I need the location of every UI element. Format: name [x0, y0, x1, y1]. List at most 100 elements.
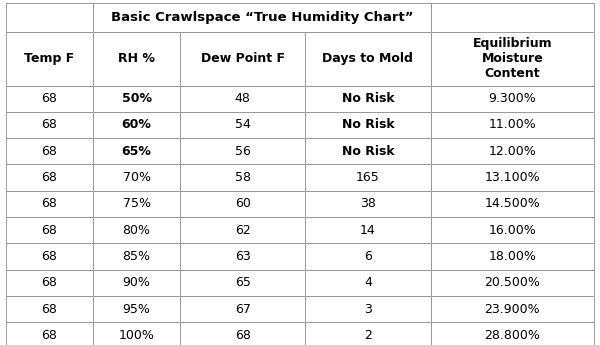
Text: 9.300%: 9.300% — [488, 92, 536, 105]
Text: 70%: 70% — [122, 171, 151, 184]
Bar — [431, 138, 594, 165]
Text: 80%: 80% — [122, 224, 151, 237]
Text: 165: 165 — [356, 171, 380, 184]
Text: 100%: 100% — [119, 329, 154, 342]
Text: 28.800%: 28.800% — [484, 329, 540, 342]
Text: 95%: 95% — [122, 303, 151, 316]
Bar — [431, 86, 594, 112]
Bar — [180, 165, 305, 191]
Bar — [180, 217, 305, 243]
Text: Days to Mold: Days to Mold — [322, 52, 413, 65]
Bar — [93, 217, 180, 243]
Text: 54: 54 — [235, 118, 251, 131]
Text: 23.900%: 23.900% — [484, 303, 540, 316]
Text: 68: 68 — [41, 250, 58, 263]
Bar — [180, 191, 305, 217]
Text: 14.500%: 14.500% — [484, 197, 540, 210]
Text: Dew Point F: Dew Point F — [200, 52, 284, 65]
Bar — [305, 32, 431, 86]
Bar — [93, 3, 431, 32]
Text: 48: 48 — [235, 92, 251, 105]
Bar — [180, 296, 305, 322]
Bar — [305, 112, 431, 138]
Bar — [180, 32, 305, 86]
Bar — [431, 112, 594, 138]
Bar — [93, 138, 180, 165]
Bar — [6, 322, 93, 345]
Text: No Risk: No Risk — [341, 118, 394, 131]
Text: 56: 56 — [235, 145, 251, 158]
Text: 50%: 50% — [122, 92, 152, 105]
Bar — [305, 165, 431, 191]
Bar — [93, 112, 180, 138]
Text: RH %: RH % — [118, 52, 155, 65]
Text: 65%: 65% — [122, 145, 151, 158]
Bar — [431, 3, 594, 32]
Bar — [6, 217, 93, 243]
Bar — [180, 138, 305, 165]
Text: 68: 68 — [41, 171, 58, 184]
Text: 68: 68 — [41, 329, 58, 342]
Text: 75%: 75% — [122, 197, 151, 210]
Bar — [6, 112, 93, 138]
Bar — [305, 322, 431, 345]
Bar — [431, 269, 594, 296]
Bar — [305, 191, 431, 217]
Bar — [6, 269, 93, 296]
Bar — [93, 32, 180, 86]
Bar — [305, 269, 431, 296]
Bar — [6, 3, 93, 32]
Text: 18.00%: 18.00% — [488, 250, 536, 263]
Bar — [6, 296, 93, 322]
Text: 14: 14 — [360, 224, 376, 237]
Bar — [431, 296, 594, 322]
Bar — [93, 191, 180, 217]
Text: 65: 65 — [235, 276, 251, 289]
Text: 68: 68 — [41, 145, 58, 158]
Text: Temp F: Temp F — [25, 52, 74, 65]
Bar — [305, 86, 431, 112]
Text: 90%: 90% — [122, 276, 151, 289]
Bar — [6, 165, 93, 191]
Bar — [93, 86, 180, 112]
Bar — [180, 112, 305, 138]
Bar — [180, 322, 305, 345]
Bar — [305, 296, 431, 322]
Bar — [305, 138, 431, 165]
Text: 60%: 60% — [122, 118, 151, 131]
Text: 12.00%: 12.00% — [488, 145, 536, 158]
Bar — [6, 191, 93, 217]
Bar — [431, 32, 594, 86]
Bar — [180, 243, 305, 269]
Bar — [180, 269, 305, 296]
Text: 85%: 85% — [122, 250, 151, 263]
Text: 60: 60 — [235, 197, 251, 210]
Text: 16.00%: 16.00% — [488, 224, 536, 237]
Text: 68: 68 — [41, 276, 58, 289]
Bar — [431, 243, 594, 269]
Text: 62: 62 — [235, 224, 251, 237]
Text: 6: 6 — [364, 250, 372, 263]
Text: No Risk: No Risk — [341, 92, 394, 105]
Text: 68: 68 — [41, 224, 58, 237]
Bar — [6, 243, 93, 269]
Text: Basic Crawlspace “True Humidity Chart”: Basic Crawlspace “True Humidity Chart” — [110, 11, 413, 24]
Text: 68: 68 — [41, 92, 58, 105]
Bar — [93, 322, 180, 345]
Text: 68: 68 — [235, 329, 251, 342]
Text: 13.100%: 13.100% — [484, 171, 540, 184]
Text: 20.500%: 20.500% — [484, 276, 540, 289]
Text: 63: 63 — [235, 250, 251, 263]
Bar — [93, 296, 180, 322]
Text: 11.00%: 11.00% — [488, 118, 536, 131]
Text: 68: 68 — [41, 303, 58, 316]
Bar — [431, 217, 594, 243]
Bar — [6, 32, 93, 86]
Bar — [431, 165, 594, 191]
Bar — [305, 217, 431, 243]
Bar — [93, 243, 180, 269]
Text: 67: 67 — [235, 303, 251, 316]
Text: 3: 3 — [364, 303, 372, 316]
Text: 58: 58 — [235, 171, 251, 184]
Text: Equilibrium
Moisture
Content: Equilibrium Moisture Content — [472, 37, 552, 80]
